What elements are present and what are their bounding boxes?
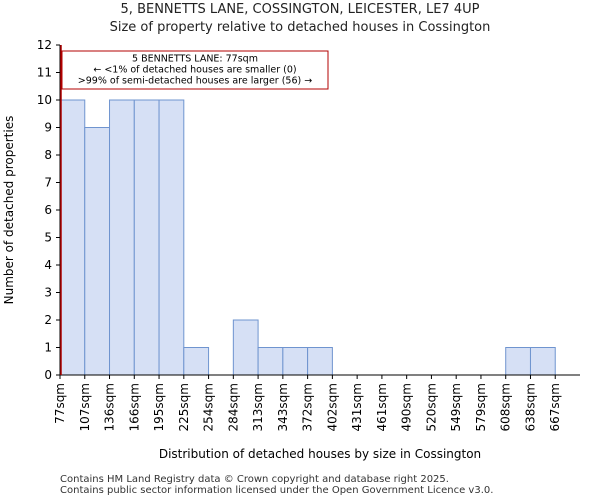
bar-195sqm [158,99,185,376]
footer-line-2: Contains public sector information licen… [60,485,494,496]
x-tick-label: 638sqm [523,383,537,431]
bar-107sqm [84,127,111,376]
x-tick-label: 284sqm [226,383,240,431]
x-tick-label: 520sqm [424,383,438,431]
x-tick-label: 461sqm [375,383,389,431]
y-tick-label: 3 [44,286,52,300]
annotation-line-3: >99% of semi-detached houses are larger … [78,76,312,87]
bar-136sqm [109,99,135,376]
chart-subtitle: Size of property relative to detached ho… [109,20,491,35]
bar-608sqm [505,347,531,376]
bar-638sqm [529,347,556,376]
x-axis-label: Distribution of detached houses by size … [159,447,481,461]
y-tick-label: 10 [37,93,52,107]
x-tick-label: 372sqm [301,383,315,431]
y-axis-label: Number of detached properties [2,116,16,305]
annotation-frame [61,50,329,90]
bar-225sqm [183,347,210,376]
x-tick-label: 107sqm [78,383,92,431]
bar-343sqm [282,347,309,376]
x-tick-label: 608sqm [499,383,513,431]
x-tick-label: 313sqm [251,383,265,431]
y-tick-label: 7 [44,176,52,190]
x-tick-label: 166sqm [127,383,141,431]
x-axis-ticks: 77sqm 107sqm 136sqm 166sqm 195sqm 225sqm 254sq… [53,375,562,431]
x-tick-label: 667sqm [548,383,562,431]
y-tick-label: 8 [44,148,52,162]
y-tick-label: 2 [44,313,52,327]
y-tick-label: 12 [37,38,52,52]
annotation-line-2: ← <1% of detached houses are smaller (0) [93,65,296,76]
x-tick-label: 225sqm [177,383,191,431]
y-tick-label: 0 [44,368,52,382]
x-tick-label: 579sqm [474,383,488,431]
y-tick-label: 11 [37,66,52,80]
annotation-line-1: 5 BENNETTS LANE: 77sqm [132,54,258,65]
x-tick-label: 402sqm [325,383,339,431]
bar-372sqm [307,347,333,376]
bar-166sqm [133,99,160,376]
x-tick-label: 431sqm [350,383,364,431]
x-tick-label: 254sqm [202,383,216,431]
x-tick-label: 490sqm [400,383,414,431]
y-tick-label: 4 [44,258,52,272]
y-tick-label: 5 [44,231,52,245]
footer-line-1: Contains HM Land Registry data © Crown c… [60,474,449,485]
annotation-box: 5 BENNETTS LANE: 77sqm ← <1% of detached… [61,50,329,90]
x-tick-label: 549sqm [449,383,463,431]
x-tick-label: 136sqm [103,383,117,431]
x-tick-label: 195sqm [152,383,166,431]
y-tick-label: 6 [44,203,52,217]
y-tick-label: 1 [44,341,52,355]
x-tick-label: 77sqm [53,383,67,424]
bar-313sqm [257,347,284,376]
bar-77sqm [59,99,86,376]
x-tick-label: 343sqm [276,383,290,431]
bars-group [59,99,556,376]
y-tick-label: 9 [44,121,52,135]
bar-284sqm [232,319,259,376]
chart-title: 5, BENNETTS LANE, COSSINGTON, LEICESTER,… [120,2,480,17]
